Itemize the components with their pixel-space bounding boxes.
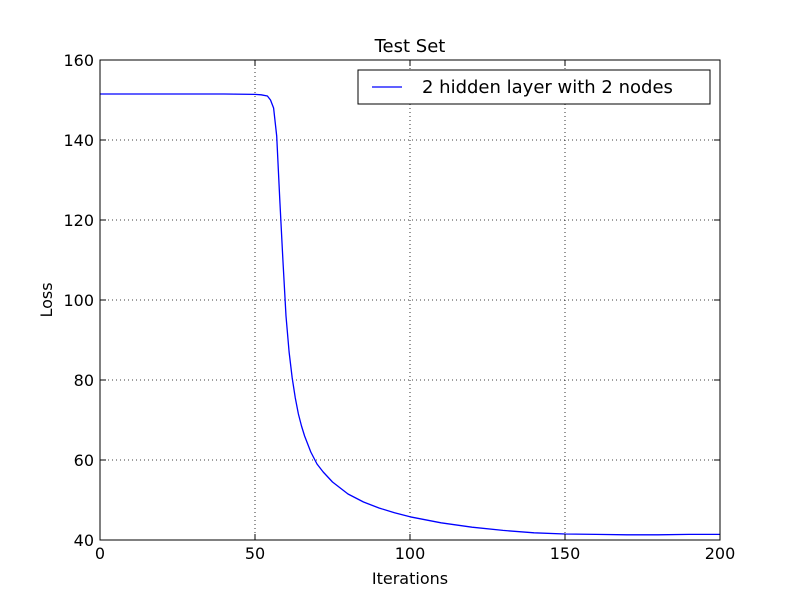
series-layer — [100, 93, 720, 536]
x-tick-label: 200 — [705, 544, 736, 563]
series-line — [100, 93, 720, 536]
chart-title: Test Set — [374, 36, 446, 57]
x-axis-label: Iterations — [372, 569, 448, 588]
legend-label: 2 hidden layer with 2 nodes — [422, 77, 673, 98]
legend-box — [357, 69, 711, 105]
tick-layer: 0 50 100 150 200 40 60 80 100 120 140 160 — [63, 51, 735, 563]
y-tick-label: 100 — [63, 291, 94, 310]
y-axis-label: Loss — [37, 282, 56, 317]
y-tick-label: 120 — [63, 211, 94, 230]
x-tick-label: 0 — [95, 544, 105, 563]
y-tick-label: 40 — [74, 531, 94, 550]
y-tick-label: 140 — [63, 131, 94, 150]
y-tick-label: 60 — [74, 451, 94, 470]
x-tick-label: 100 — [395, 544, 426, 563]
y-tick-label: 80 — [74, 371, 94, 390]
x-tick-label: 150 — [550, 544, 581, 563]
legend: 2 hidden layer with 2 nodes — [357, 69, 711, 105]
y-tick-label: 160 — [63, 51, 94, 70]
grid-layer — [100, 60, 720, 540]
x-tick-label: 50 — [245, 544, 265, 563]
